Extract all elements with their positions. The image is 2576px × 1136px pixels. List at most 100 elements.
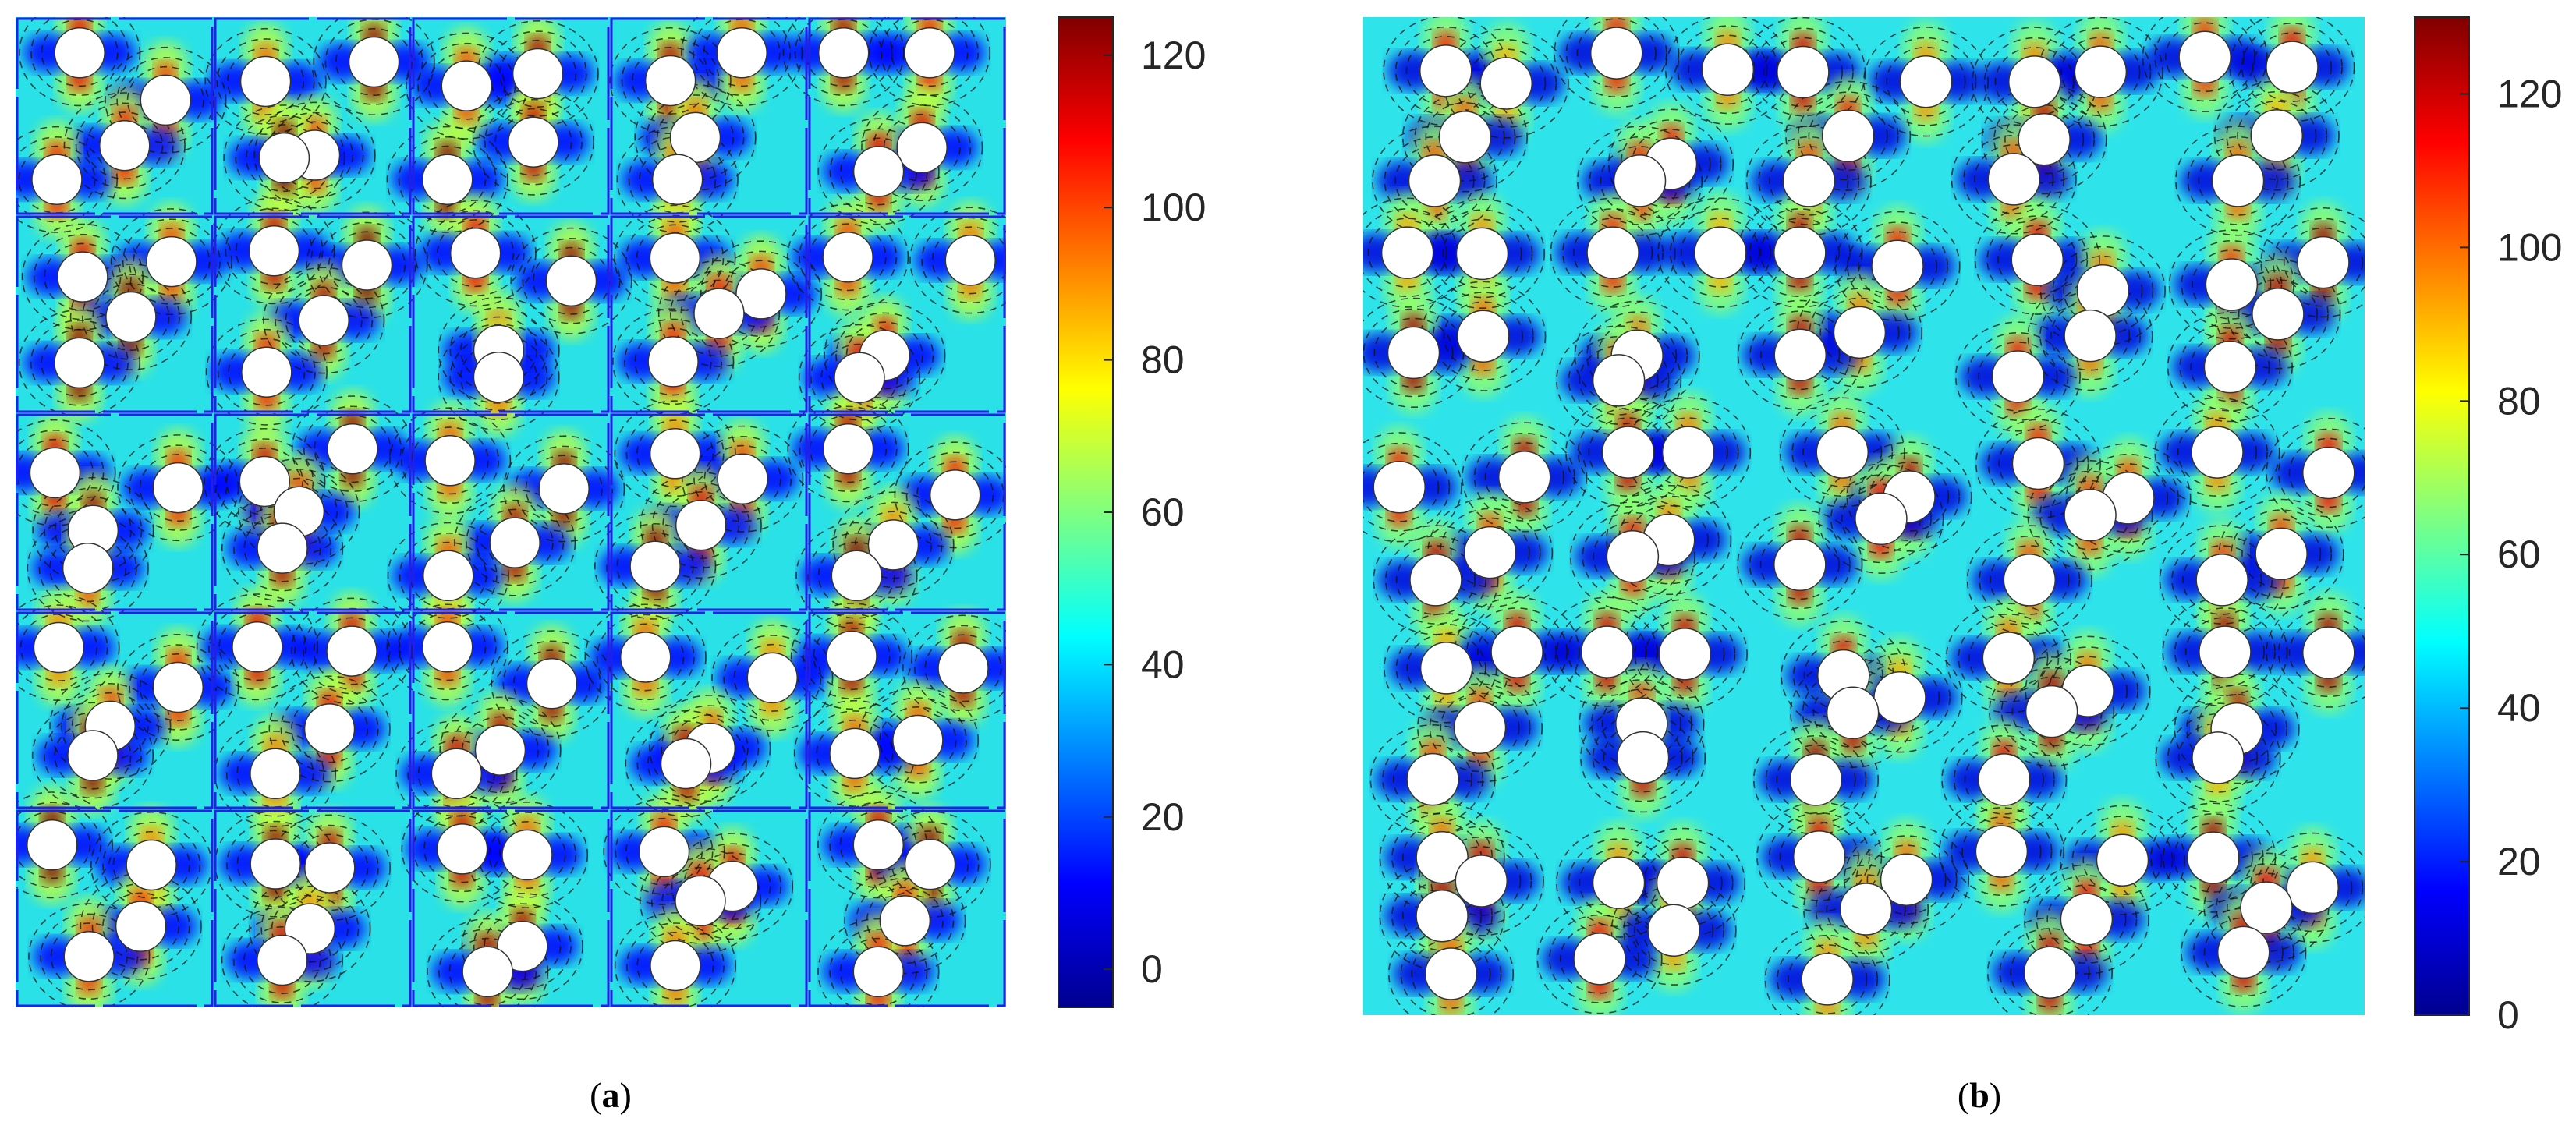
colorbar-tick-label: 0 — [1141, 947, 1163, 991]
inclusion — [1801, 953, 1854, 1006]
inclusion — [1419, 642, 1473, 695]
inclusion — [675, 499, 727, 551]
inclusion — [341, 239, 393, 291]
colorbar-tick-label: 0 — [2497, 993, 2519, 1037]
inclusion — [1408, 154, 1462, 207]
inclusion — [2096, 833, 2149, 887]
inclusion — [1592, 354, 1646, 407]
inclusion — [852, 946, 905, 998]
inclusion — [1839, 883, 1893, 936]
inclusion — [852, 146, 905, 197]
inclusion — [1978, 753, 2031, 806]
inclusion — [497, 920, 548, 972]
inclusion — [1647, 904, 1700, 957]
inclusion — [1871, 239, 1924, 293]
inclusion — [327, 423, 378, 475]
inclusion — [424, 435, 476, 487]
panel-b-contour-lines — [1363, 17, 2365, 1015]
inclusion — [693, 288, 745, 339]
inclusion — [2302, 626, 2355, 679]
inclusion — [1821, 109, 1875, 163]
inclusion — [867, 519, 919, 571]
inclusion — [2076, 264, 2130, 317]
inclusion — [834, 352, 885, 404]
inclusion — [326, 625, 377, 677]
colorbar-b: 0 20 40 60 80 100 120 — [2414, 16, 2562, 1037]
inclusion — [526, 658, 578, 710]
inclusion — [1873, 671, 1926, 724]
inclusion — [1601, 426, 1655, 479]
inclusion — [232, 621, 283, 673]
inclusion — [421, 154, 473, 206]
inclusion — [423, 550, 474, 602]
inclusion — [257, 522, 308, 574]
inclusion — [2211, 154, 2265, 207]
inclusion — [892, 714, 944, 766]
inclusion — [33, 621, 85, 674]
inclusion — [2023, 946, 2077, 999]
inclusion — [1455, 227, 1509, 281]
inclusion — [904, 27, 955, 79]
inclusion — [1589, 27, 1643, 80]
inclusion — [508, 116, 559, 168]
inclusion — [152, 661, 204, 713]
inclusion — [462, 946, 513, 998]
inclusion — [1416, 831, 1469, 884]
inclusion — [303, 703, 356, 755]
inclusion — [649, 428, 701, 480]
panel-b — [1363, 17, 2365, 1015]
inclusion — [1613, 154, 1667, 207]
inclusion — [538, 463, 590, 515]
colorbar-tick-label: 80 — [2497, 379, 2541, 423]
inclusion — [1455, 855, 1508, 908]
panel-b-inclusions — [1373, 27, 2355, 1006]
inclusion — [647, 336, 699, 388]
inclusion — [421, 621, 473, 673]
inclusion — [54, 337, 105, 389]
inclusion — [449, 227, 501, 279]
inclusion — [2205, 258, 2259, 311]
inclusion — [250, 748, 301, 800]
inclusion — [1453, 701, 1507, 755]
inclusion — [140, 74, 192, 126]
inclusion — [2187, 831, 2240, 884]
inclusion — [650, 940, 701, 992]
inclusion — [829, 727, 881, 780]
colorbar-a: 0 20 40 60 80 100 120 — [1058, 16, 1206, 1008]
colorbar-tick-label: 100 — [2497, 225, 2562, 269]
colorbar-tick-label: 20 — [2497, 840, 2541, 883]
colorbar-tick-label: 120 — [1141, 34, 1206, 77]
inclusion — [1833, 306, 1887, 359]
colorbar-tick-label: 60 — [1141, 490, 1185, 534]
inclusion — [126, 839, 177, 891]
inclusion — [2255, 527, 2308, 581]
inclusion — [1899, 55, 1953, 108]
inclusion — [1580, 625, 1634, 678]
inclusion — [1424, 947, 1478, 1000]
inclusion — [1373, 461, 1426, 514]
inclusion — [1573, 933, 1626, 986]
inclusion — [2064, 309, 2117, 363]
inclusion — [62, 543, 114, 594]
inclusion — [99, 119, 151, 172]
inclusion — [822, 232, 873, 283]
inclusion — [1380, 226, 1434, 279]
inclusion — [436, 823, 488, 875]
inclusion — [2074, 45, 2128, 98]
inclusion — [1991, 350, 2045, 403]
inclusion — [716, 27, 767, 79]
inclusion — [1658, 628, 1712, 681]
inclusion — [1826, 686, 1880, 740]
inclusion — [54, 27, 105, 79]
inclusion — [348, 36, 400, 88]
caption-a: (a) — [590, 1075, 632, 1115]
inclusion — [1406, 752, 1459, 806]
inclusion — [1782, 154, 1836, 207]
inclusion — [2191, 426, 2244, 479]
inclusion — [1792, 830, 1846, 883]
colorbar-tick-label: 20 — [1141, 795, 1185, 839]
inclusion — [2064, 488, 2117, 542]
inclusion — [57, 251, 108, 303]
inclusion — [717, 453, 768, 505]
inclusion — [879, 895, 931, 947]
